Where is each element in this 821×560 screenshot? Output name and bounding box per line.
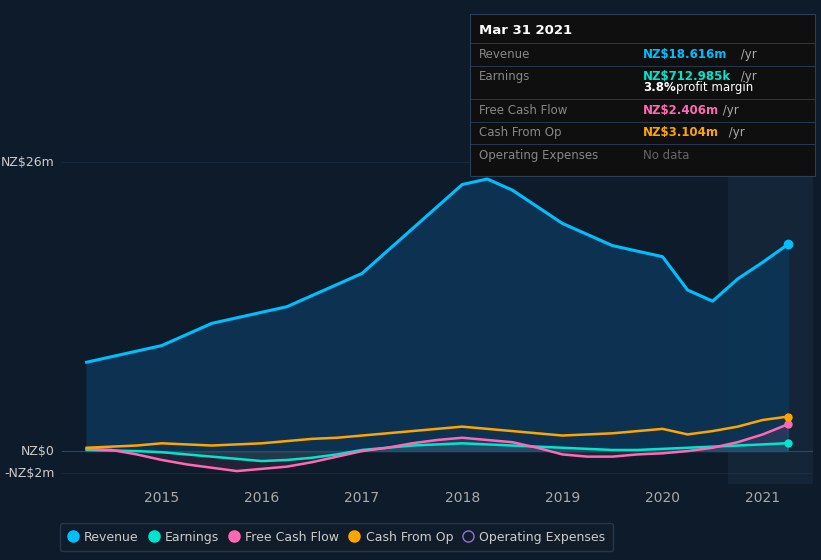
Text: NZ$26m: NZ$26m bbox=[1, 156, 55, 169]
Text: /yr: /yr bbox=[737, 70, 757, 83]
Text: NZ$3.104m: NZ$3.104m bbox=[643, 126, 719, 139]
Text: -NZ$2m: -NZ$2m bbox=[4, 467, 55, 480]
Bar bbox=[727, 151, 813, 484]
Text: No data: No data bbox=[643, 148, 689, 162]
Text: NZ$712.985k: NZ$712.985k bbox=[643, 70, 731, 83]
Text: NZ$2.406m: NZ$2.406m bbox=[643, 104, 719, 117]
Text: /yr: /yr bbox=[725, 126, 745, 139]
Text: Revenue: Revenue bbox=[479, 48, 530, 61]
Text: Operating Expenses: Operating Expenses bbox=[479, 148, 598, 162]
Legend: Revenue, Earnings, Free Cash Flow, Cash From Op, Operating Expenses: Revenue, Earnings, Free Cash Flow, Cash … bbox=[60, 524, 613, 552]
Text: Mar 31 2021: Mar 31 2021 bbox=[479, 24, 571, 38]
Text: Free Cash Flow: Free Cash Flow bbox=[479, 104, 567, 117]
Text: NZ$18.616m: NZ$18.616m bbox=[643, 48, 727, 61]
Text: Earnings: Earnings bbox=[479, 70, 530, 83]
Text: Cash From Op: Cash From Op bbox=[479, 126, 561, 139]
Text: /yr: /yr bbox=[719, 104, 739, 117]
Text: 3.8%: 3.8% bbox=[643, 81, 676, 95]
Text: NZ$0: NZ$0 bbox=[21, 445, 55, 458]
Text: profit margin: profit margin bbox=[676, 81, 753, 95]
Text: /yr: /yr bbox=[737, 48, 757, 61]
